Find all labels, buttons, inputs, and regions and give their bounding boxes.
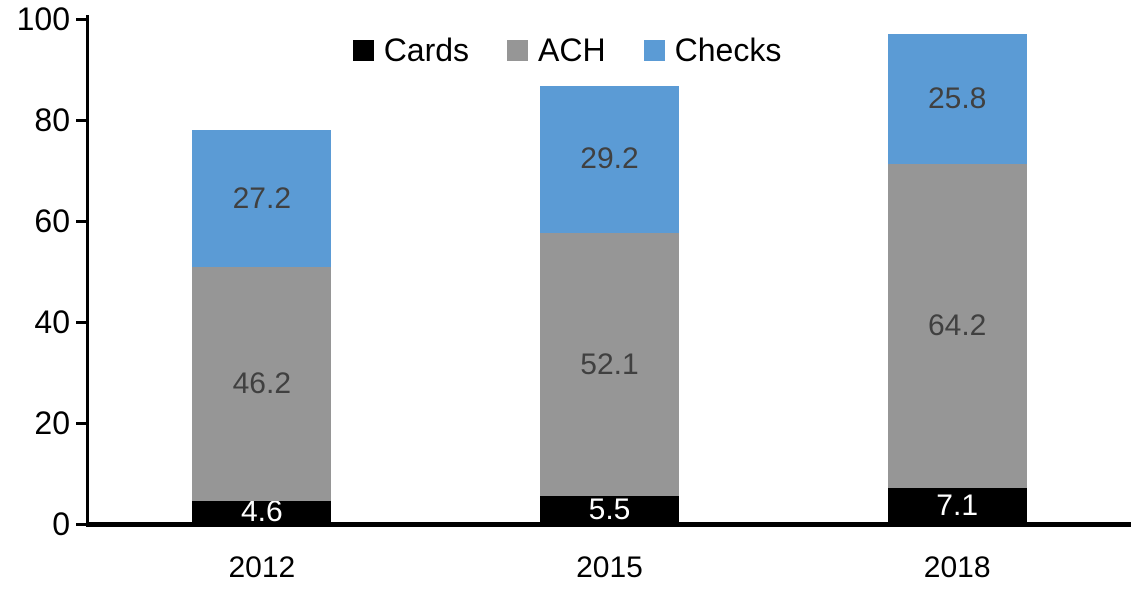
y-tick-label: 80 [34, 102, 70, 138]
y-tick [76, 422, 88, 425]
bar-segment-cards-2015: 5.5 [540, 493, 679, 527]
legend-label: Checks [674, 32, 782, 68]
x-axis-label: 2012 [228, 551, 296, 584]
legend-item-ach: ACH [507, 34, 606, 66]
x-axis-label: 2015 [576, 551, 643, 584]
bar-value-label: 64.2 [927, 309, 987, 343]
legend-label: ACH [538, 32, 606, 68]
x-axis-line [86, 522, 1131, 527]
legend-swatch-checks [643, 39, 665, 61]
y-tick [76, 18, 88, 21]
bar-value-label: 27.2 [232, 181, 292, 215]
y-tick-label: 40 [34, 304, 70, 340]
bar-value-label: 5.5 [588, 493, 631, 527]
y-tick-label: 0 [52, 506, 70, 542]
legend-item-cards: Cards [352, 32, 470, 68]
bar-segment-cards-2012: 4.6 [192, 497, 332, 527]
legend-item-checks: Checks [643, 32, 782, 68]
y-axis-line [86, 15, 89, 527]
bar-segment-ach-2012: 46.2 [192, 267, 332, 501]
x-axis-label: 2018 [923, 551, 991, 584]
bar-value-label: 4.6 [240, 495, 283, 529]
legend-swatch-cards [352, 39, 374, 61]
y-tick [76, 220, 88, 223]
bar-value-label: 52.1 [580, 347, 639, 381]
y-tick-label: 20 [34, 405, 70, 441]
bar-value-label: 25.8 [927, 81, 987, 115]
y-tick-label: 60 [34, 203, 70, 239]
bar-segment-ach-2015: 52.1 [540, 233, 679, 497]
legend: Cards ACH Checks [0, 32, 1134, 68]
bar-segment-ach-2018: 64.2 [887, 163, 1027, 489]
y-tick [76, 119, 88, 122]
bar-value-label: 46.2 [232, 367, 292, 401]
legend-swatch-ach [507, 39, 529, 61]
bar-segment-checks-2012: 27.2 [192, 130, 332, 268]
bar-value-label: 29.2 [580, 142, 639, 176]
bar-segment-checks-2015: 29.2 [540, 85, 679, 234]
y-tick [76, 321, 88, 324]
y-tick-label: 100 [16, 1, 70, 37]
bar-segment-cards-2018: 7.1 [887, 488, 1027, 524]
bar-value-label: 7.1 [936, 489, 979, 523]
bar-segment-checks-2018: 25.8 [887, 33, 1027, 164]
legend-label: Cards [383, 32, 470, 68]
y-tick [76, 523, 88, 526]
